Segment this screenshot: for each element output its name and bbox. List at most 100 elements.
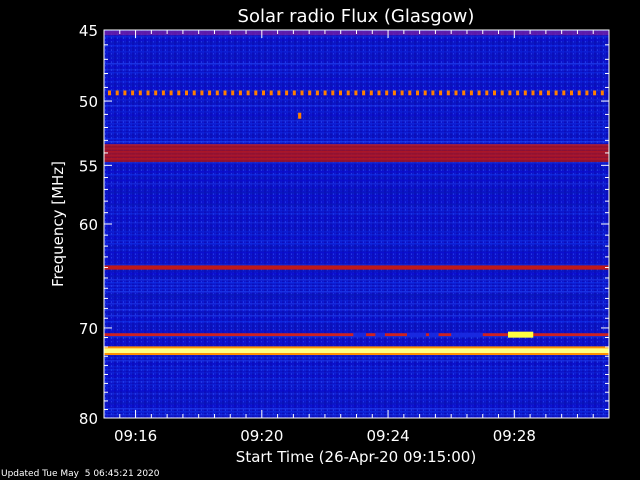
noise-line: [104, 183, 609, 185]
noise-line: [104, 126, 609, 128]
emission-band-stripe: [104, 151, 609, 154]
noise-line: [104, 69, 609, 71]
noise-line: [104, 399, 609, 401]
noise-line: [104, 345, 609, 347]
burst-dash: [493, 90, 496, 96]
burst-dash: [346, 90, 350, 96]
burst-dash: [123, 90, 127, 96]
noise-line: [104, 219, 609, 221]
noise-line: [104, 393, 609, 395]
noise-line: [104, 264, 609, 266]
noise-line: [104, 306, 609, 308]
noise-line: [104, 195, 609, 197]
noise-line: [104, 87, 609, 89]
burst-dash: [154, 90, 158, 96]
emission-band-stripe: [104, 147, 609, 150]
burst-dash: [477, 90, 481, 96]
y-tick-label: 50: [79, 93, 98, 111]
noise-line: [104, 60, 609, 62]
noise-line: [104, 231, 609, 233]
noise-line: [104, 132, 609, 134]
noise-line: [104, 51, 609, 53]
noise-line: [104, 300, 609, 302]
y-axis-label: Frequency [MHz]: [49, 161, 67, 287]
noise-line: [104, 336, 609, 338]
burst-dash: [331, 90, 335, 96]
burst-dash: [277, 90, 281, 96]
noise-line: [104, 48, 609, 50]
noise-line: [104, 174, 609, 176]
noise-line: [104, 405, 609, 407]
noise-line: [104, 321, 609, 323]
noise-line: [104, 177, 609, 179]
emission-band-stripe: [104, 154, 609, 157]
y-tick-label: 55: [79, 157, 98, 175]
y-tick-label: 60: [79, 216, 98, 234]
noise-line: [104, 123, 609, 125]
burst-dash: [315, 90, 319, 96]
noise-line: [104, 213, 609, 215]
noise-line: [104, 216, 609, 218]
band-gap: [375, 332, 385, 337]
burst-dash: [285, 90, 289, 96]
burst-dash: [385, 90, 389, 96]
noise-line: [104, 408, 609, 410]
noise-line: [104, 237, 609, 239]
noise-line: [104, 249, 609, 251]
noise-line: [104, 201, 609, 203]
emission-band: [104, 348, 609, 354]
burst-dash: [254, 90, 258, 96]
burst-dash: [269, 90, 273, 96]
burst-dash: [146, 90, 150, 96]
burst-dash: [246, 90, 250, 96]
emission-band-stripe: [104, 158, 609, 161]
burst-dash: [354, 90, 358, 96]
x-tick-label: 09:16: [114, 427, 157, 445]
noise-line: [104, 204, 609, 206]
y-tick-label: 80: [79, 410, 98, 428]
noise-line: [104, 258, 609, 260]
x-axis-label: Start Time (26-Apr-20 09:15:00): [236, 448, 476, 466]
noise-line: [104, 180, 609, 182]
burst-dash: [546, 90, 550, 96]
noise-line: [104, 129, 609, 131]
emission-band-stripe: [104, 145, 609, 149]
burst-dash: [231, 90, 235, 96]
noise-line: [104, 384, 609, 386]
noise-line: [104, 255, 609, 257]
burst-dash: [369, 90, 373, 96]
noise-line: [104, 324, 609, 326]
y-tick-label: 45: [79, 22, 98, 40]
burst-dash: [462, 90, 466, 96]
noise-line: [104, 318, 609, 320]
burst-dash: [262, 90, 265, 96]
burst-dash: [323, 90, 327, 96]
emission-band-stripe: [104, 159, 609, 163]
noise-line: [104, 165, 609, 167]
burst-dash: [392, 90, 396, 96]
band-gap: [407, 332, 426, 337]
noise-line: [104, 372, 609, 374]
noise-line: [104, 222, 609, 224]
noise-line: [104, 297, 609, 299]
noise-line: [104, 120, 609, 122]
noise-line: [104, 78, 609, 80]
burst-dash: [377, 90, 381, 96]
x-axis: 09:16 09:20 09:24 09:28: [103, 30, 610, 445]
noise-line: [104, 39, 609, 41]
burst-dash: [539, 90, 543, 96]
burst-dash: [454, 90, 458, 96]
y-axis: 45 50 55 60 70 80: [79, 22, 609, 428]
burst-dash: [408, 90, 412, 96]
burst: [298, 112, 302, 119]
burst-dash: [570, 90, 573, 96]
x-tick-label: 09:20: [240, 427, 283, 445]
burst-dash: [177, 90, 181, 96]
burst-dash: [485, 90, 489, 96]
noise-line: [104, 369, 609, 371]
burst-dash: [585, 90, 589, 96]
burst-dash: [531, 90, 535, 96]
noise-line: [104, 378, 609, 380]
emission-band: [104, 265, 609, 270]
burst-dash: [300, 90, 304, 96]
